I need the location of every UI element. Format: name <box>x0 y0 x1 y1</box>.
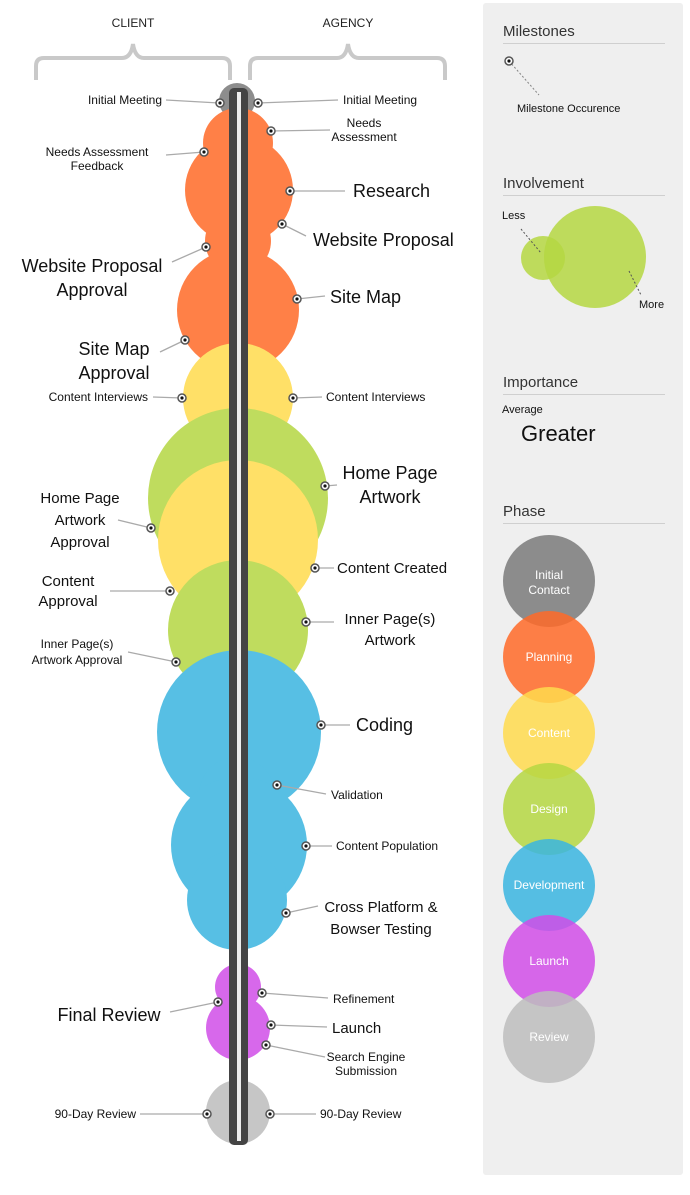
legend-milestone-sample <box>504 56 540 96</box>
agency-milestone-label: Research <box>353 181 430 201</box>
client-milestone-label: Site Map Approval <box>78 339 149 383</box>
phase-label-development: Development <box>514 878 585 892</box>
agency-milestone-label: Inner Page(s) Artwork <box>345 611 436 649</box>
legend-phase-swatches: Initial Contact Planning Content Design Devel… <box>503 535 595 1083</box>
agency-milestone-label: Refinement <box>333 992 395 1006</box>
process-diagram: CLIENT AGENCY <box>22 16 454 1145</box>
legend-importance-greater: Greater <box>521 421 596 446</box>
phase-swatch-development <box>503 839 595 931</box>
legend-divider <box>503 523 665 524</box>
agency-milestone-label: Needs Assessment <box>331 116 397 144</box>
agency-milestone-label: Cross Platform & Bowser Testing <box>324 899 437 938</box>
phase-swatch-content <box>503 687 595 779</box>
agency-milestone-label: Home Page Artwork <box>342 463 437 507</box>
agency-milestone-label: Launch <box>332 1020 381 1037</box>
client-milestone-label: 90-Day Review <box>55 1107 137 1121</box>
client-column-header: CLIENT <box>112 16 155 30</box>
phase-label-initial: Initial Contact <box>528 568 570 597</box>
legend-involvement-more: More <box>639 299 665 311</box>
legend-milestone-caption: Milestone Occurence <box>517 103 621 115</box>
legend-involvement-less: Less <box>502 210 526 222</box>
agency-milestone-label: Initial Meeting <box>343 93 417 107</box>
legend-importance-average: Average <box>502 404 543 416</box>
involvement-large-circle <box>544 206 646 308</box>
phase-swatch-review <box>503 991 595 1083</box>
legend-divider <box>503 394 665 395</box>
agency-milestone-label: Coding <box>356 715 413 735</box>
phase-swatch-initial <box>503 535 595 627</box>
client-milestone-label: Initial Meeting <box>88 93 162 107</box>
legend-involvement-sample <box>520 206 646 308</box>
legend-divider <box>503 195 665 196</box>
legend-divider <box>503 43 665 44</box>
legend-importance-title: Importance <box>503 374 579 391</box>
legend-panel: Milestones Milestone Occurence Involveme… <box>483 3 683 1175</box>
client-brace <box>34 43 232 80</box>
legend-involvement-title: Involvement <box>503 175 584 192</box>
client-milestone-label: Content Interviews <box>49 390 148 404</box>
phase-label-design: Design <box>530 802 567 816</box>
legend-phase-title: Phase <box>503 503 546 520</box>
agency-milestone-label: Validation <box>331 788 383 802</box>
milestone-dots <box>146 98 330 1119</box>
agency-milestone-label: Site Map <box>330 287 401 307</box>
phase-swatch-planning <box>503 611 595 703</box>
phase-label-review: Review <box>529 1030 569 1044</box>
agency-milestone-label: 90-Day Review <box>320 1107 402 1121</box>
client-milestone-label: Home Page Artwork Approval <box>40 490 119 551</box>
leader-lines <box>110 99 350 1115</box>
legend-milestones-title: Milestones <box>503 23 575 40</box>
phase-label-launch: Launch <box>529 954 568 968</box>
client-labels: Initial Meeting Needs Assessment Feedback… <box>22 93 163 1121</box>
agency-milestone-label: Content Population <box>336 839 438 853</box>
agency-milestone-label: Content Interviews <box>326 390 425 404</box>
agency-milestone-label: Search Engine Submission <box>327 1050 406 1078</box>
client-milestone-label: Website Proposal Approval <box>22 256 163 300</box>
agency-brace <box>248 43 447 80</box>
timeline-highlight <box>237 92 241 1141</box>
agency-labels: Initial Meeting Needs Assessment Research… <box>313 93 454 1121</box>
agency-column-header: AGENCY <box>323 16 374 30</box>
client-milestone-label: Content Approval <box>38 573 97 610</box>
phase-swatch-launch <box>503 915 595 1007</box>
agency-milestone-label: Content Created <box>337 560 447 577</box>
client-milestone-label: Final Review <box>57 1005 161 1025</box>
phase-swatch-design <box>503 763 595 855</box>
phase-label-planning: Planning <box>526 650 573 664</box>
client-milestone-label: Needs Assessment Feedback <box>46 145 149 173</box>
agency-milestone-label: Website Proposal <box>313 230 454 250</box>
client-milestone-label: Inner Page(s) Artwork Approval <box>32 637 123 667</box>
phase-label-content: Content <box>528 726 571 740</box>
